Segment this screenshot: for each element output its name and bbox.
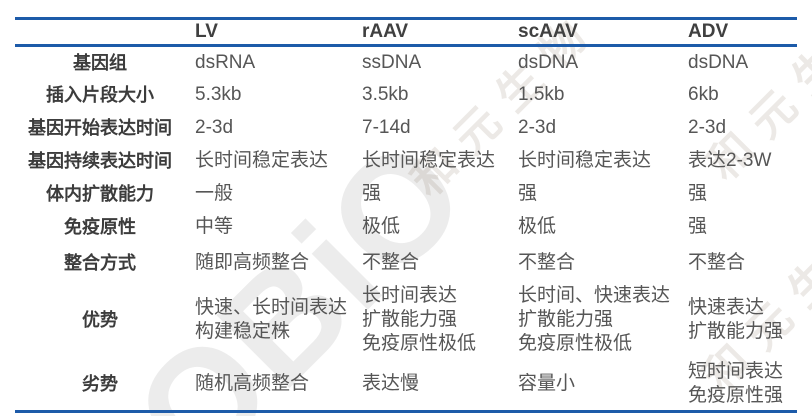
table-row-immunogenicity: 免疫原性 中等 极低 极低 强	[15, 211, 797, 244]
column-header-lv: LV	[195, 20, 218, 42]
row-label: 劣势	[82, 373, 118, 394]
comparison-table-wrapper: LV rAAV scAAV ADV 基因组 dsRNA ssDNA dsDNA …	[15, 17, 797, 413]
cell: 3.5kb	[362, 84, 409, 105]
row-label: 基因组	[73, 52, 127, 73]
table-row-genome: 基因组 dsRNA ssDNA dsDNA dsDNA	[15, 46, 797, 79]
row-label: 免疫原性	[64, 217, 136, 237]
table-row-disadvantages: 劣势 随机高频整合 表达慢 容量小 短时间表达 免疫原性强	[15, 358, 797, 412]
cell: ssDNA	[362, 51, 422, 73]
row-label: 整合方式	[64, 252, 136, 273]
table-row-expression-duration: 基因持续表达时间 长时间稳定表达 长时间稳定表达 长时间稳定表达 表达2-3W	[15, 145, 797, 178]
row-label: 基因开始表达时间	[28, 118, 172, 138]
cell: 短时间表达 免疫原性强	[688, 360, 784, 406]
cell: 快速表达 扩散能力强	[688, 296, 784, 342]
cell: 极低	[518, 216, 557, 237]
cell: 强	[518, 183, 538, 204]
table-row-in-vivo-spread: 体内扩散能力 一般 强 强 强	[15, 178, 797, 211]
cell: 2-3d	[688, 117, 727, 138]
cell: 长时间稳定表达	[362, 150, 496, 171]
cell: 不整合	[362, 251, 420, 273]
cell: 7-14d	[362, 117, 411, 138]
cell: 表达慢	[362, 372, 420, 394]
cell: 不整合	[688, 251, 746, 273]
cell: 中等	[195, 216, 234, 237]
cell: 5.3kb	[195, 84, 242, 105]
cell: dsDNA	[688, 51, 749, 73]
cell: 2-3d	[195, 117, 234, 138]
cell: 不整合	[518, 251, 576, 273]
cell: 长时间表达 扩散能力强 免疫原性极低	[362, 284, 477, 354]
cell: 极低	[362, 216, 401, 237]
row-label: 插入片段大小	[46, 85, 154, 105]
cell: 2-3d	[518, 117, 557, 138]
cell: 强	[688, 183, 708, 204]
table-row-insert-size: 插入片段大小 5.3kb 3.5kb 1.5kb 6kb	[15, 79, 797, 112]
cell: 随机高频整合	[195, 372, 310, 394]
table-row-advantages: 优势 快速、长时间表达 构建稳定株 长时间表达 扩散能力强 免疫原性极低 长时间…	[15, 282, 797, 358]
vector-comparison-table: LV rAAV scAAV ADV 基因组 dsRNA ssDNA dsDNA …	[15, 17, 797, 413]
cell: 长时间稳定表达	[518, 150, 652, 171]
cell: 一般	[195, 183, 234, 204]
cell: dsDNA	[518, 51, 579, 73]
cell: 1.5kb	[518, 84, 565, 105]
column-header-raav: rAAV	[362, 20, 409, 42]
column-header-adv: ADV	[688, 20, 729, 42]
row-label: 优势	[82, 309, 118, 330]
column-header-scaav: scAAV	[518, 20, 578, 42]
table-row-integration-mode: 整合方式 随即高频整合 不整合 不整合 不整合	[15, 244, 797, 282]
cell: 随即高频整合	[195, 251, 310, 273]
cell: 长时间稳定表达	[195, 150, 329, 171]
row-label: 体内扩散能力	[46, 184, 154, 204]
cell: 容量小	[518, 372, 576, 394]
cell: dsRNA	[195, 51, 256, 73]
column-header-blank	[15, 19, 185, 46]
cell: 强	[688, 216, 708, 237]
table-row-expression-onset: 基因开始表达时间 2-3d 7-14d 2-3d 2-3d	[15, 112, 797, 145]
header-row: LV rAAV scAAV ADV	[15, 19, 797, 46]
cell: 6kb	[688, 84, 719, 105]
row-label: 基因持续表达时间	[28, 151, 172, 171]
cell: 强	[362, 183, 382, 204]
cell: 表达2-3W	[688, 150, 772, 171]
cell: 快速、长时间表达 构建稳定株	[195, 296, 348, 342]
cell: 长时间、快速表达 扩散能力强 免疫原性极低	[518, 284, 671, 354]
